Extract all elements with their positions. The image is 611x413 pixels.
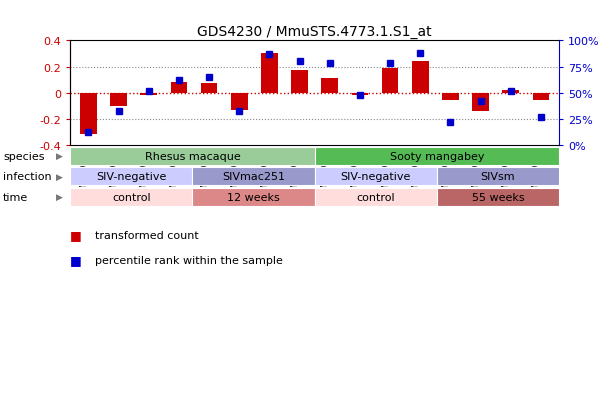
Text: 12 weeks: 12 weeks bbox=[227, 192, 280, 202]
Text: time: time bbox=[3, 192, 28, 202]
Text: control: control bbox=[112, 192, 151, 202]
Text: Sooty mangabey: Sooty mangabey bbox=[390, 152, 484, 161]
Bar bbox=[291, 71, 308, 93]
Text: ■: ■ bbox=[70, 254, 82, 267]
Title: GDS4230 / MmuSTS.4773.1.S1_at: GDS4230 / MmuSTS.4773.1.S1_at bbox=[197, 25, 432, 39]
Bar bbox=[412, 62, 428, 93]
Bar bbox=[351, 93, 368, 96]
Bar bbox=[315, 188, 437, 206]
Bar bbox=[231, 93, 247, 110]
Text: SIVsm: SIVsm bbox=[481, 172, 515, 182]
Bar bbox=[437, 168, 559, 186]
Text: transformed count: transformed count bbox=[95, 230, 199, 240]
Bar bbox=[141, 93, 157, 96]
Text: SIV-negative: SIV-negative bbox=[96, 172, 167, 182]
Bar bbox=[321, 79, 338, 93]
Text: percentile rank within the sample: percentile rank within the sample bbox=[95, 255, 282, 265]
Text: ▶: ▶ bbox=[56, 152, 63, 161]
Text: SIV-negative: SIV-negative bbox=[340, 172, 411, 182]
Bar bbox=[201, 84, 218, 93]
Bar bbox=[170, 83, 187, 93]
Bar bbox=[437, 188, 559, 206]
Text: Rhesus macaque: Rhesus macaque bbox=[145, 152, 240, 161]
Bar bbox=[315, 147, 559, 166]
Bar bbox=[442, 93, 459, 101]
Bar bbox=[110, 93, 127, 107]
Bar bbox=[315, 168, 437, 186]
Text: ▶: ▶ bbox=[56, 192, 63, 202]
Bar bbox=[382, 69, 398, 93]
Text: infection: infection bbox=[3, 172, 52, 182]
Text: ■: ■ bbox=[70, 229, 82, 242]
Bar bbox=[70, 188, 192, 206]
Text: SIVmac251: SIVmac251 bbox=[222, 172, 285, 182]
Bar bbox=[502, 91, 519, 93]
Bar bbox=[192, 188, 315, 206]
Bar bbox=[80, 93, 97, 135]
Bar bbox=[533, 93, 549, 101]
Bar bbox=[472, 93, 489, 112]
Text: control: control bbox=[356, 192, 395, 202]
Bar bbox=[261, 55, 278, 93]
Text: 55 weeks: 55 weeks bbox=[472, 192, 524, 202]
Bar bbox=[70, 168, 192, 186]
Bar bbox=[192, 168, 315, 186]
Text: species: species bbox=[3, 152, 45, 161]
Text: ▶: ▶ bbox=[56, 172, 63, 181]
Bar bbox=[70, 147, 315, 166]
